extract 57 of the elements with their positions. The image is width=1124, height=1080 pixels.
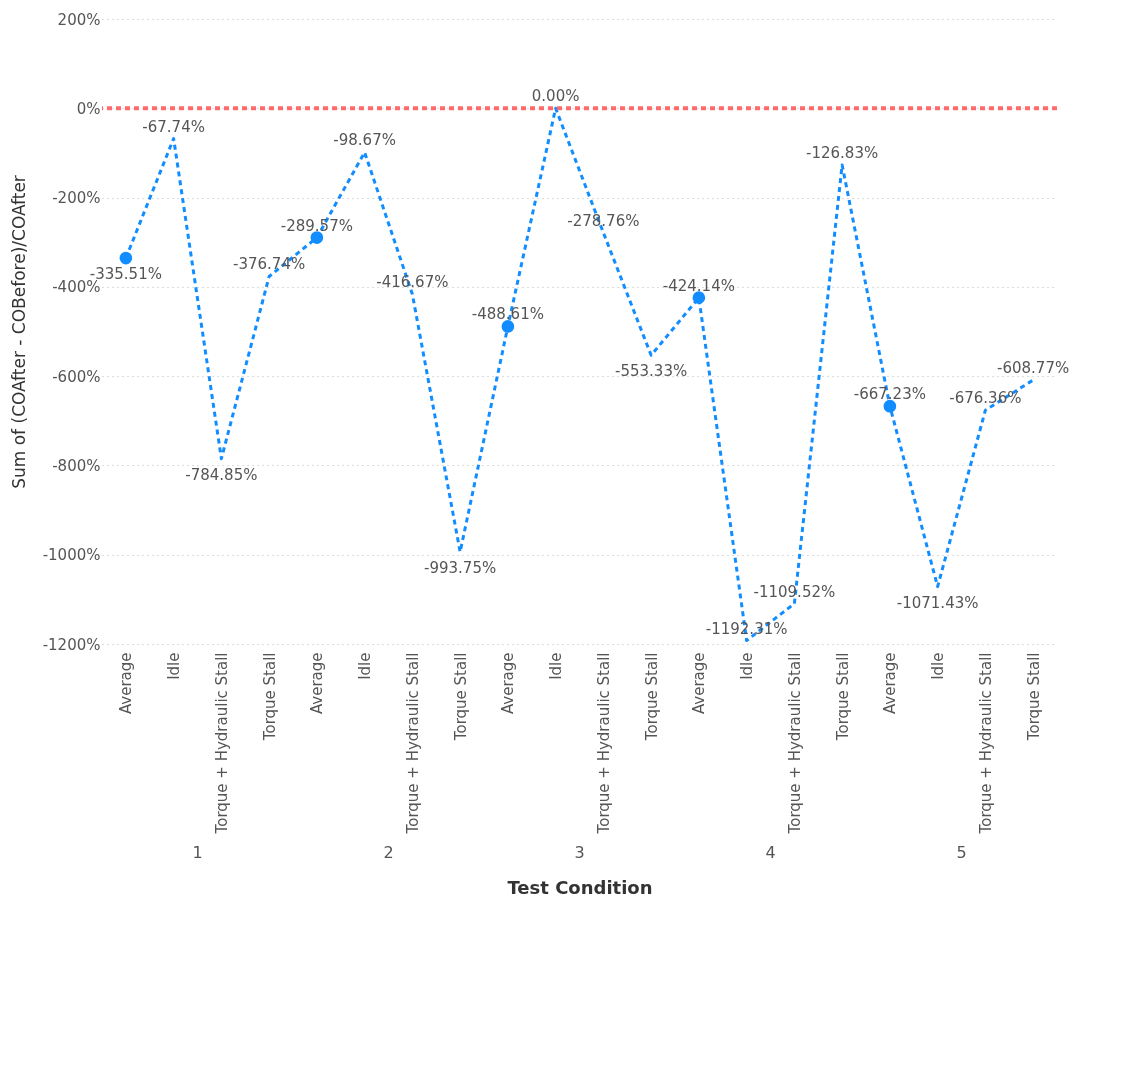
x-tick-label: Idle [738,652,757,680]
x-tick-label: Average [690,652,709,715]
data-label: -278.76% [567,211,640,230]
text: 3 [574,843,585,862]
data-label: 0.00% [531,87,580,106]
y-axis-title: Sum of (COAfter - COBefore)/COAfter [8,175,29,489]
y-tick-label: -200% [52,189,101,208]
point [501,320,515,333]
data-label: -993.75% [424,558,497,577]
x-tick-label: Average [881,652,900,715]
data-label: -488.61% [471,305,544,324]
data-label: -126.83% [806,143,879,162]
x-tick-label: Torque Stall [451,652,470,742]
data-label: -98.67% [333,131,396,150]
data-label: -424.14% [662,276,735,295]
point [692,291,706,304]
data-label: -1192.31% [705,619,788,638]
x-tick-label: Torque + Hydraulic Stall [594,652,613,835]
x-tick-label: Average [308,652,327,715]
x-tick-label: Idle [929,652,948,680]
data-label: -376.74% [233,255,306,274]
y-tick-label: -600% [52,367,101,386]
data-label: -416.67% [376,273,449,292]
x-tick-label: Idle [547,652,566,680]
data-label: -1109.52% [753,582,836,601]
x-tick-label: Average [117,652,136,715]
text: 2 [383,843,394,862]
data-label: -67.74% [142,117,205,136]
point [119,251,133,265]
x-tick-label: Torque + Hydraulic Stall [212,652,231,835]
text: 4 [765,843,776,862]
x-tick-label: Idle [356,652,375,680]
x-tick-label: Torque + Hydraulic Stall [403,652,422,835]
x-tick-label: Torque Stall [833,652,852,742]
data-label: -667.23% [853,385,926,404]
data-label: -289.57% [280,216,353,235]
text: 5 [956,843,967,862]
x-tick-label: Torque Stall [642,652,661,742]
data-label: -1071.43% [896,593,979,612]
y-tick-label: -1200% [42,635,101,654]
x-tick-label: Idle [165,652,184,680]
y-tick-label: -1000% [42,546,101,565]
data-label: -608.77% [997,359,1070,378]
x-tick-label: Torque Stall [1024,652,1043,742]
y-tick-label: 0% [76,99,101,118]
x-tick-label: Torque + Hydraulic Stall [976,652,995,835]
y-tick-label: -800% [52,456,101,475]
x-tick-label: Torque Stall [260,652,279,742]
point [310,231,324,244]
y-tick-label: 200% [57,10,101,29]
x-tick-label: Average [499,652,518,715]
data-label: -553.33% [615,362,688,381]
x-tick-label: Torque + Hydraulic Stall [785,652,804,835]
x-axis-title: Test Condition [507,876,653,898]
text: 1 [192,843,203,862]
point [883,399,897,413]
data-label: -784.85% [185,465,258,484]
